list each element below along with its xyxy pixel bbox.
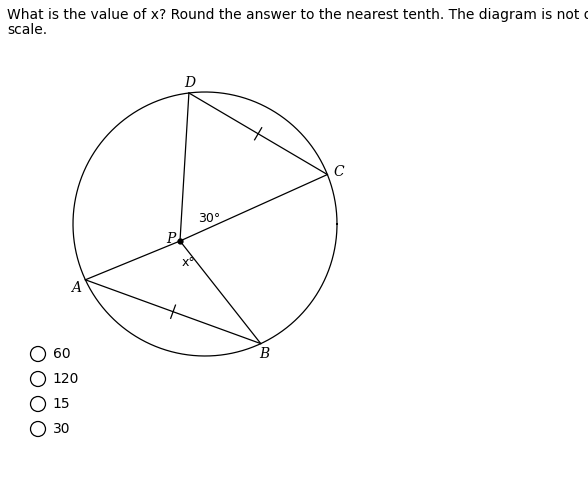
Text: 60: 60 (52, 347, 70, 361)
Text: P: P (166, 232, 176, 246)
Text: scale.: scale. (7, 23, 47, 37)
Text: 120: 120 (52, 372, 79, 386)
Text: 15: 15 (52, 397, 70, 411)
Text: 30: 30 (52, 422, 70, 436)
Text: 30°: 30° (198, 212, 220, 226)
Text: x°: x° (182, 256, 196, 269)
Text: A: A (71, 281, 81, 295)
Text: C: C (334, 165, 345, 179)
Text: What is the value of x? Round the answer to the nearest tenth. The diagram is no: What is the value of x? Round the answer… (7, 8, 588, 22)
Text: B: B (259, 347, 270, 361)
Text: D: D (185, 75, 196, 90)
